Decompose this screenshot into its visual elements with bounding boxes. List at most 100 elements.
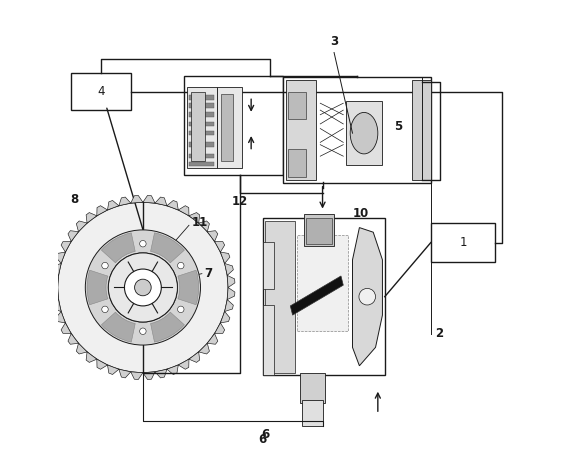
- Polygon shape: [77, 343, 87, 354]
- Bar: [283, 77, 431, 183]
- Polygon shape: [207, 231, 218, 242]
- Polygon shape: [228, 287, 235, 300]
- Wedge shape: [150, 233, 184, 263]
- Polygon shape: [119, 197, 131, 206]
- Bar: [217, 87, 242, 168]
- Bar: [431, 223, 495, 262]
- Bar: [265, 221, 295, 373]
- Polygon shape: [155, 369, 167, 378]
- Polygon shape: [189, 212, 200, 223]
- Text: 6: 6: [259, 432, 267, 446]
- Circle shape: [359, 288, 376, 305]
- Text: 2: 2: [435, 327, 444, 340]
- Polygon shape: [207, 333, 218, 344]
- Bar: [71, 73, 131, 110]
- Bar: [189, 103, 214, 108]
- Polygon shape: [199, 221, 210, 232]
- Bar: [189, 95, 214, 99]
- Bar: [288, 149, 306, 177]
- Bar: [189, 131, 214, 136]
- Polygon shape: [179, 206, 189, 216]
- Polygon shape: [353, 227, 382, 366]
- Polygon shape: [221, 252, 230, 264]
- Polygon shape: [108, 365, 119, 374]
- Polygon shape: [61, 323, 71, 333]
- Wedge shape: [101, 312, 135, 342]
- Bar: [300, 373, 325, 403]
- Text: 9: 9: [153, 292, 161, 305]
- Bar: [187, 87, 217, 168]
- Circle shape: [135, 279, 151, 296]
- Bar: [286, 80, 316, 180]
- Bar: [297, 234, 348, 331]
- Polygon shape: [290, 276, 343, 315]
- Text: 11: 11: [191, 217, 207, 229]
- Polygon shape: [52, 300, 61, 311]
- Text: 10: 10: [353, 207, 369, 220]
- Circle shape: [108, 253, 177, 322]
- Wedge shape: [87, 270, 108, 305]
- Polygon shape: [167, 365, 179, 374]
- Polygon shape: [51, 275, 59, 287]
- Text: 3: 3: [330, 35, 338, 48]
- Bar: [412, 80, 431, 180]
- Bar: [189, 121, 214, 126]
- Polygon shape: [225, 300, 233, 311]
- Bar: [263, 219, 385, 375]
- Text: 6: 6: [261, 428, 269, 441]
- Wedge shape: [178, 270, 199, 305]
- Circle shape: [58, 202, 228, 373]
- Bar: [288, 92, 306, 119]
- Polygon shape: [228, 275, 235, 287]
- Bar: [306, 219, 332, 244]
- Bar: [189, 113, 214, 117]
- Bar: [304, 214, 334, 246]
- Polygon shape: [225, 264, 233, 275]
- Text: 8: 8: [71, 193, 79, 206]
- Bar: [189, 154, 214, 159]
- Bar: [263, 242, 274, 289]
- Bar: [191, 92, 205, 161]
- Bar: [263, 304, 274, 375]
- Polygon shape: [167, 200, 179, 210]
- Polygon shape: [68, 231, 78, 242]
- Polygon shape: [155, 197, 167, 206]
- Bar: [302, 401, 323, 426]
- Polygon shape: [221, 311, 230, 323]
- Wedge shape: [150, 312, 184, 342]
- Polygon shape: [68, 333, 78, 344]
- Circle shape: [177, 262, 184, 269]
- Circle shape: [139, 328, 146, 334]
- Polygon shape: [215, 323, 225, 333]
- Polygon shape: [199, 343, 210, 354]
- Polygon shape: [143, 372, 155, 379]
- Bar: [189, 162, 214, 166]
- Polygon shape: [189, 352, 200, 363]
- Polygon shape: [56, 311, 65, 323]
- Text: 7: 7: [204, 267, 213, 280]
- Text: 12: 12: [232, 196, 248, 208]
- Polygon shape: [143, 196, 155, 203]
- Text: 1: 1: [459, 236, 467, 249]
- Polygon shape: [56, 252, 65, 264]
- Polygon shape: [51, 287, 59, 300]
- Bar: [184, 76, 283, 174]
- Wedge shape: [101, 233, 135, 263]
- Polygon shape: [86, 212, 97, 223]
- Polygon shape: [179, 359, 189, 369]
- Polygon shape: [215, 242, 225, 252]
- Bar: [221, 94, 233, 161]
- Polygon shape: [119, 369, 131, 378]
- Polygon shape: [108, 200, 119, 210]
- Polygon shape: [52, 264, 61, 275]
- Circle shape: [102, 306, 108, 312]
- Text: 4: 4: [98, 85, 105, 98]
- Circle shape: [124, 269, 161, 306]
- Ellipse shape: [350, 113, 378, 154]
- Circle shape: [177, 306, 184, 312]
- Circle shape: [139, 241, 146, 247]
- Circle shape: [102, 262, 108, 269]
- Polygon shape: [86, 352, 97, 363]
- Polygon shape: [97, 359, 108, 369]
- Polygon shape: [131, 196, 143, 203]
